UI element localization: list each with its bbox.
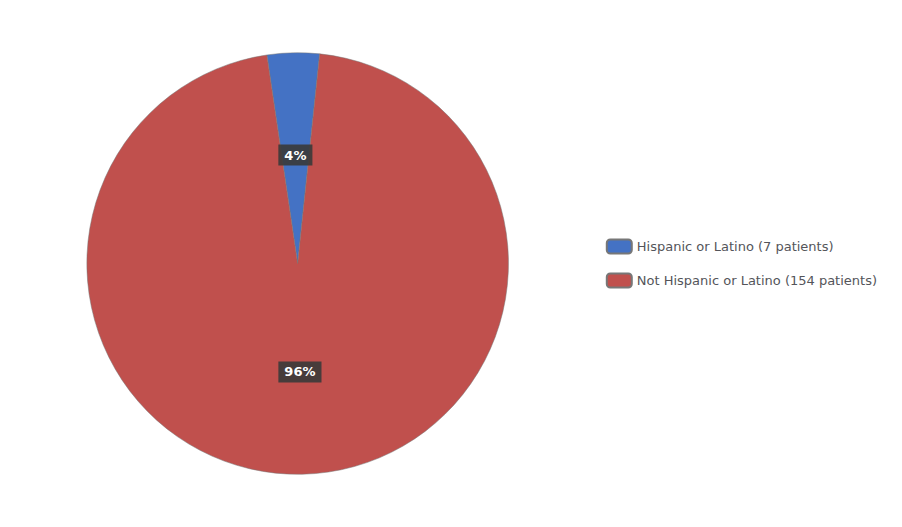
svg-text:4%: 4% — [284, 148, 306, 163]
svg-text:Not Hispanic or Latino (154 pa: Not Hispanic or Latino (154 patients) — [637, 273, 877, 288]
svg-text:Hispanic or Latino (7 patients: Hispanic or Latino (7 patients) — [637, 239, 834, 254]
svg-text:96%: 96% — [284, 364, 315, 379]
